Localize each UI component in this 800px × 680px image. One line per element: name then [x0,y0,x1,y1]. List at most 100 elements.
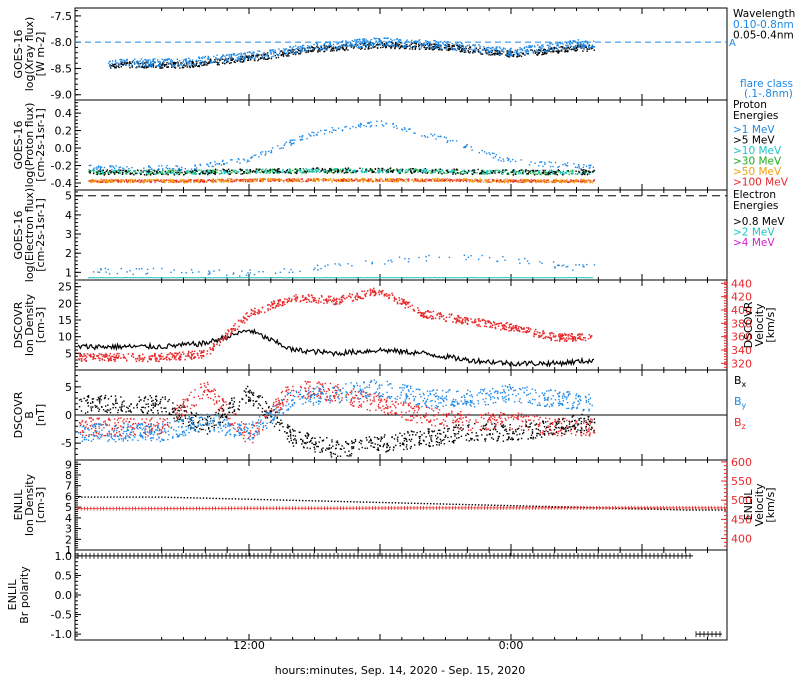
proton-point [495,154,497,156]
proton-point [396,178,398,180]
proton-point [133,180,136,182]
xray-point [170,58,173,61]
xray-point [374,38,376,40]
proton-point [219,180,221,182]
xray-point [510,47,512,50]
xray-point [460,49,463,51]
xray-point [248,56,250,58]
proton-point [505,169,507,171]
xray-point [140,58,143,60]
proton-point [183,182,186,184]
proton-point [219,170,222,172]
xray-point [586,50,588,52]
proton-point [448,180,451,183]
proton-point [301,138,304,141]
xray-point [542,51,544,54]
proton-point [320,170,322,172]
proton-point [106,171,109,173]
proton-point [585,165,588,167]
proton-point [454,169,457,171]
xray-point [287,53,289,56]
proton-point [311,168,313,171]
xray-point [266,52,269,54]
proton-point [561,181,563,184]
proton-point [207,164,209,166]
proton-point [270,180,272,183]
proton-point [148,165,150,167]
proton-point [331,179,333,181]
proton-point [436,170,438,172]
proton-point [212,179,214,182]
xray-point [214,58,217,60]
xray-point [434,45,436,47]
proton-point [520,169,522,171]
proton-point [554,172,557,175]
proton-point [265,172,267,175]
proton-point [227,181,230,183]
proton-point [180,180,182,183]
xray-point [533,45,536,47]
proton-point [306,180,308,182]
xray-point [430,44,433,47]
xray-point [181,66,184,69]
proton-point [583,180,585,182]
proton-point [98,165,100,167]
proton-point [480,172,482,175]
proton-point [125,172,127,174]
proton-y-tick-label: 0.2 [55,125,73,138]
proton-point [488,172,490,175]
proton-point [428,179,431,182]
proton-point [548,161,550,163]
xray-point [248,57,250,59]
xray-point [124,61,127,63]
proton-point [576,180,578,182]
xray-point [380,40,382,42]
proton-point [347,178,349,180]
proton-point [114,170,116,172]
xray-point [237,53,239,56]
proton-point [378,171,380,173]
proton-point [388,180,390,182]
xray-point [525,52,528,55]
proton-point [504,170,506,173]
xray-point [176,60,179,63]
xray-point [380,40,382,43]
proton-point [359,180,361,182]
proton-point [344,168,346,170]
xray-point [485,48,488,50]
proton-point [343,178,346,181]
proton-point [322,180,324,182]
proton-point [339,179,341,181]
proton-point [395,125,398,127]
xray-point [239,60,242,62]
xray-point [166,58,169,61]
xray-point [384,37,386,39]
proton-point [214,168,217,170]
proton-point [245,172,248,174]
xray-point [581,45,583,47]
xray-point [549,42,551,45]
xray-point [227,54,229,56]
proton-point [413,132,415,134]
proton-legend-item: >50 MeV [733,166,782,178]
proton-point [449,171,451,173]
proton-point [518,173,520,175]
proton-point [528,179,530,182]
proton-point [426,169,428,171]
xray-point [584,46,586,48]
proton-point [321,167,324,170]
proton-point [293,178,296,180]
proton-point [380,120,383,122]
proton-point [227,168,230,170]
proton-point [161,165,163,167]
proton-point [363,179,365,182]
proton-point [172,179,174,182]
xray-point [440,46,442,48]
electron-point [541,262,543,265]
proton-point [403,127,406,129]
xray-point [392,44,394,46]
proton-point [559,172,562,175]
xray-point [317,48,320,50]
proton-point [411,172,413,174]
proton-point [243,178,245,180]
